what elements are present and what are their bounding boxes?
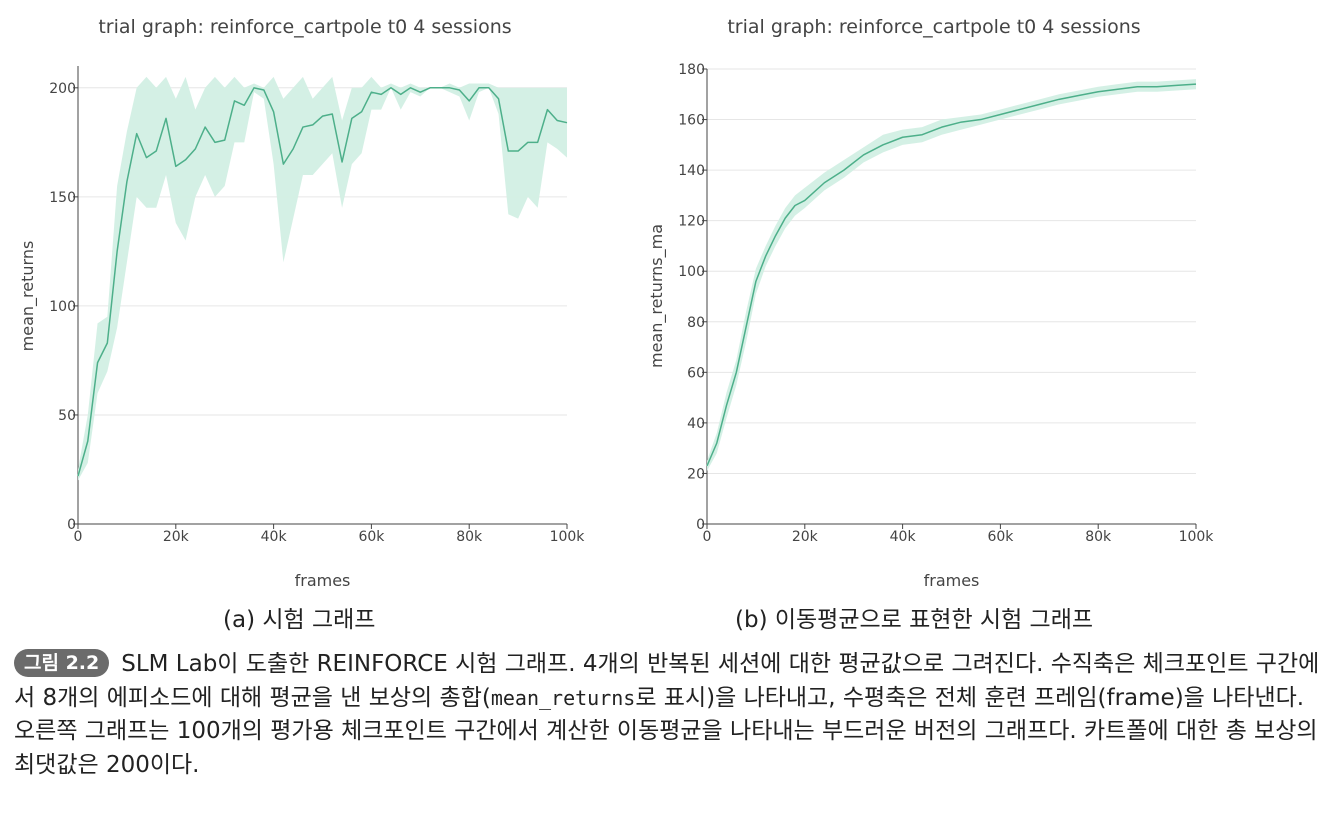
y-axis-title-a: mean_returns [18,241,38,352]
x-axis-title-a: frames [295,571,351,590]
x-tick-label: 20k [163,529,190,545]
y-tick-label: 150 [49,190,76,206]
caption-text-1: SLM Lab이 도출한 REINFORCE 시험 그래프. 4개의 반복된 세… [14,651,1320,711]
y-tick-label: 100 [678,264,705,280]
series-band [707,79,1196,471]
x-tick-label: 100k [550,529,586,545]
x-tick-label: 60k [987,529,1014,545]
x-tick-label: 40k [261,529,288,545]
caption-text-2: 로 표시)을 나타내고, 수평축은 전체 훈련 프레임(frame)을 나타낸다… [14,684,1318,778]
y-tick-label: 0 [67,517,76,533]
y-tick-label: 20 [687,466,705,482]
chart-title-b: trial graph: reinforce_cartpole t0 4 ses… [727,16,1140,38]
y-tick-label: 140 [678,163,705,179]
x-tick-label: 80k [456,529,483,545]
figure-canvas: trial graph: reinforce_cartpole t0 4 ses… [18,16,1214,590]
figure-label-badge: 그림 2.2 [14,649,110,677]
x-tick-label: 0 [703,529,712,545]
subcaption-b: (b) 이동평균으로 표현한 시험 그래프 [735,607,1094,633]
y-tick-label: 160 [678,113,705,129]
series-band [78,76,567,481]
chart-a: trial graph: reinforce_cartpole t0 4 ses… [18,16,585,590]
y-tick-label: 180 [678,62,705,78]
series-line [77,87,568,477]
chart-b: trial graph: reinforce_cartpole t0 4 ses… [647,16,1214,590]
caption-code: mean_returns [490,685,636,710]
y-tick-label: 60 [687,365,705,381]
x-tick-label: 0 [74,529,83,545]
x-tick-label: 80k [1085,529,1112,545]
chart-title-a: trial graph: reinforce_cartpole t0 4 ses… [98,16,511,38]
x-tick-label: 100k [1179,529,1215,545]
y-tick-label: 200 [49,81,76,97]
y-tick-label: 80 [687,315,705,331]
subcaption-a: (a) 시험 그래프 [223,607,376,633]
x-axis-title-b: frames [924,571,980,590]
x-tick-label: 60k [358,529,385,545]
y-axis-title-b: mean_returns_ma [647,224,667,368]
series-line [706,83,1197,467]
x-tick-label: 40k [890,529,917,545]
y-tick-label: 120 [678,214,705,230]
y-tick-label: 50 [58,408,76,424]
y-tick-label: 100 [49,299,76,315]
x-tick-label: 20k [792,529,819,545]
y-tick-label: 40 [687,416,705,432]
y-tick-label: 0 [696,517,705,533]
figure-caption: 그림 2.2 SLM Lab이 도출한 REINFORCE 시험 그래프. 4개의… [14,648,1322,782]
